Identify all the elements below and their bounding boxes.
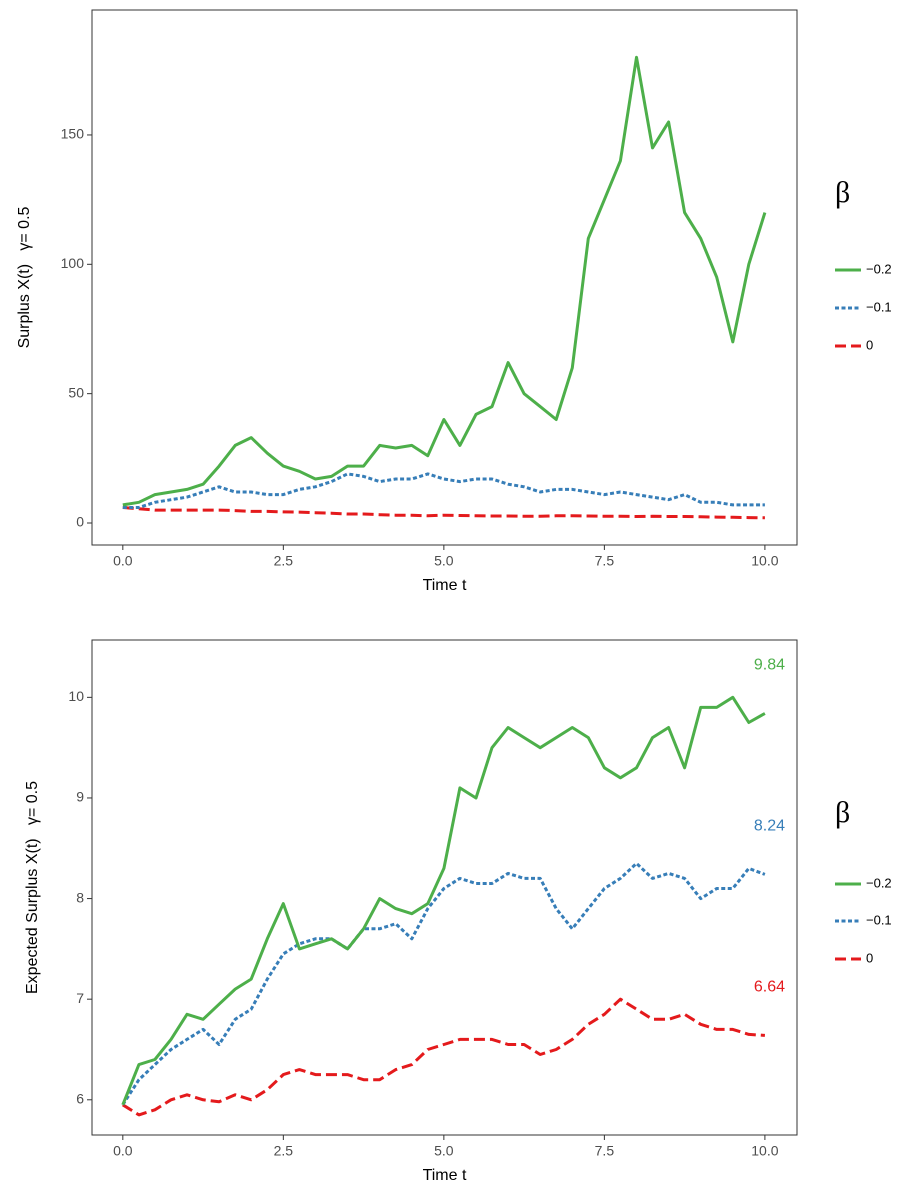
x-tick-label: 2.5 [274,1143,294,1159]
legend-title: β [835,176,850,209]
panel: 0.0 2.5 5.0 7.5 10.0 6 7 8 9 10 Time t Expected Sur… [24,639,892,1184]
y-tick-label: 7 [76,990,84,1006]
series-line [121,695,766,1106]
legend-label: −0.1 [866,299,892,314]
y-tick-label: 100 [61,255,85,271]
legend-label: −0.1 [866,912,892,927]
legend-label: −0.2 [866,261,892,276]
x-tick-label: 5.0 [434,1143,454,1159]
legend-title: β [835,796,850,829]
x-tick-label: 2.5 [274,553,294,569]
y-axis-title: Expected Surplus X(t) γ= 0.5 [24,781,41,994]
end-value-label: 9.84 [754,657,785,674]
x-axis-title: Time t [423,1167,467,1184]
x-tick-label: 10.0 [751,1143,778,1159]
legend-label: 0 [866,337,873,352]
series-line [122,997,765,1117]
series-line [121,861,766,1106]
y-tick-label: 50 [68,384,84,400]
plot-frame [91,9,798,546]
plot-frame [91,639,798,1136]
y-axis-title: Surplus X(t) γ= 0.5 [16,206,33,348]
y-tick-label: 0 [76,514,84,530]
series-line [122,472,765,509]
x-tick-label: 7.5 [595,1143,615,1159]
legend-label: −0.2 [866,875,892,890]
y-tick-label: 9 [76,789,84,805]
panel: 0.0 2.5 5.0 7.5 10.0 0 50 100 150 Time t Surplus X… [16,9,892,594]
end-value-label: 8.24 [754,818,785,835]
y-tick-label: 10 [68,688,84,704]
x-tick-label: 5.0 [434,553,454,569]
series-line [122,506,765,520]
series-line [122,55,767,507]
x-tick-label: 0.0 [113,553,133,569]
x-tick-label: 0.0 [113,1143,133,1159]
y-tick-label: 6 [76,1090,84,1106]
legend-label: 0 [866,950,873,965]
x-axis-title: Time t [423,577,467,594]
x-tick-label: 10.0 [751,553,778,569]
end-value-label: 6.64 [754,979,785,996]
x-tick-label: 7.5 [595,553,615,569]
y-tick-label: 8 [76,889,84,905]
y-tick-label: 150 [61,126,85,142]
